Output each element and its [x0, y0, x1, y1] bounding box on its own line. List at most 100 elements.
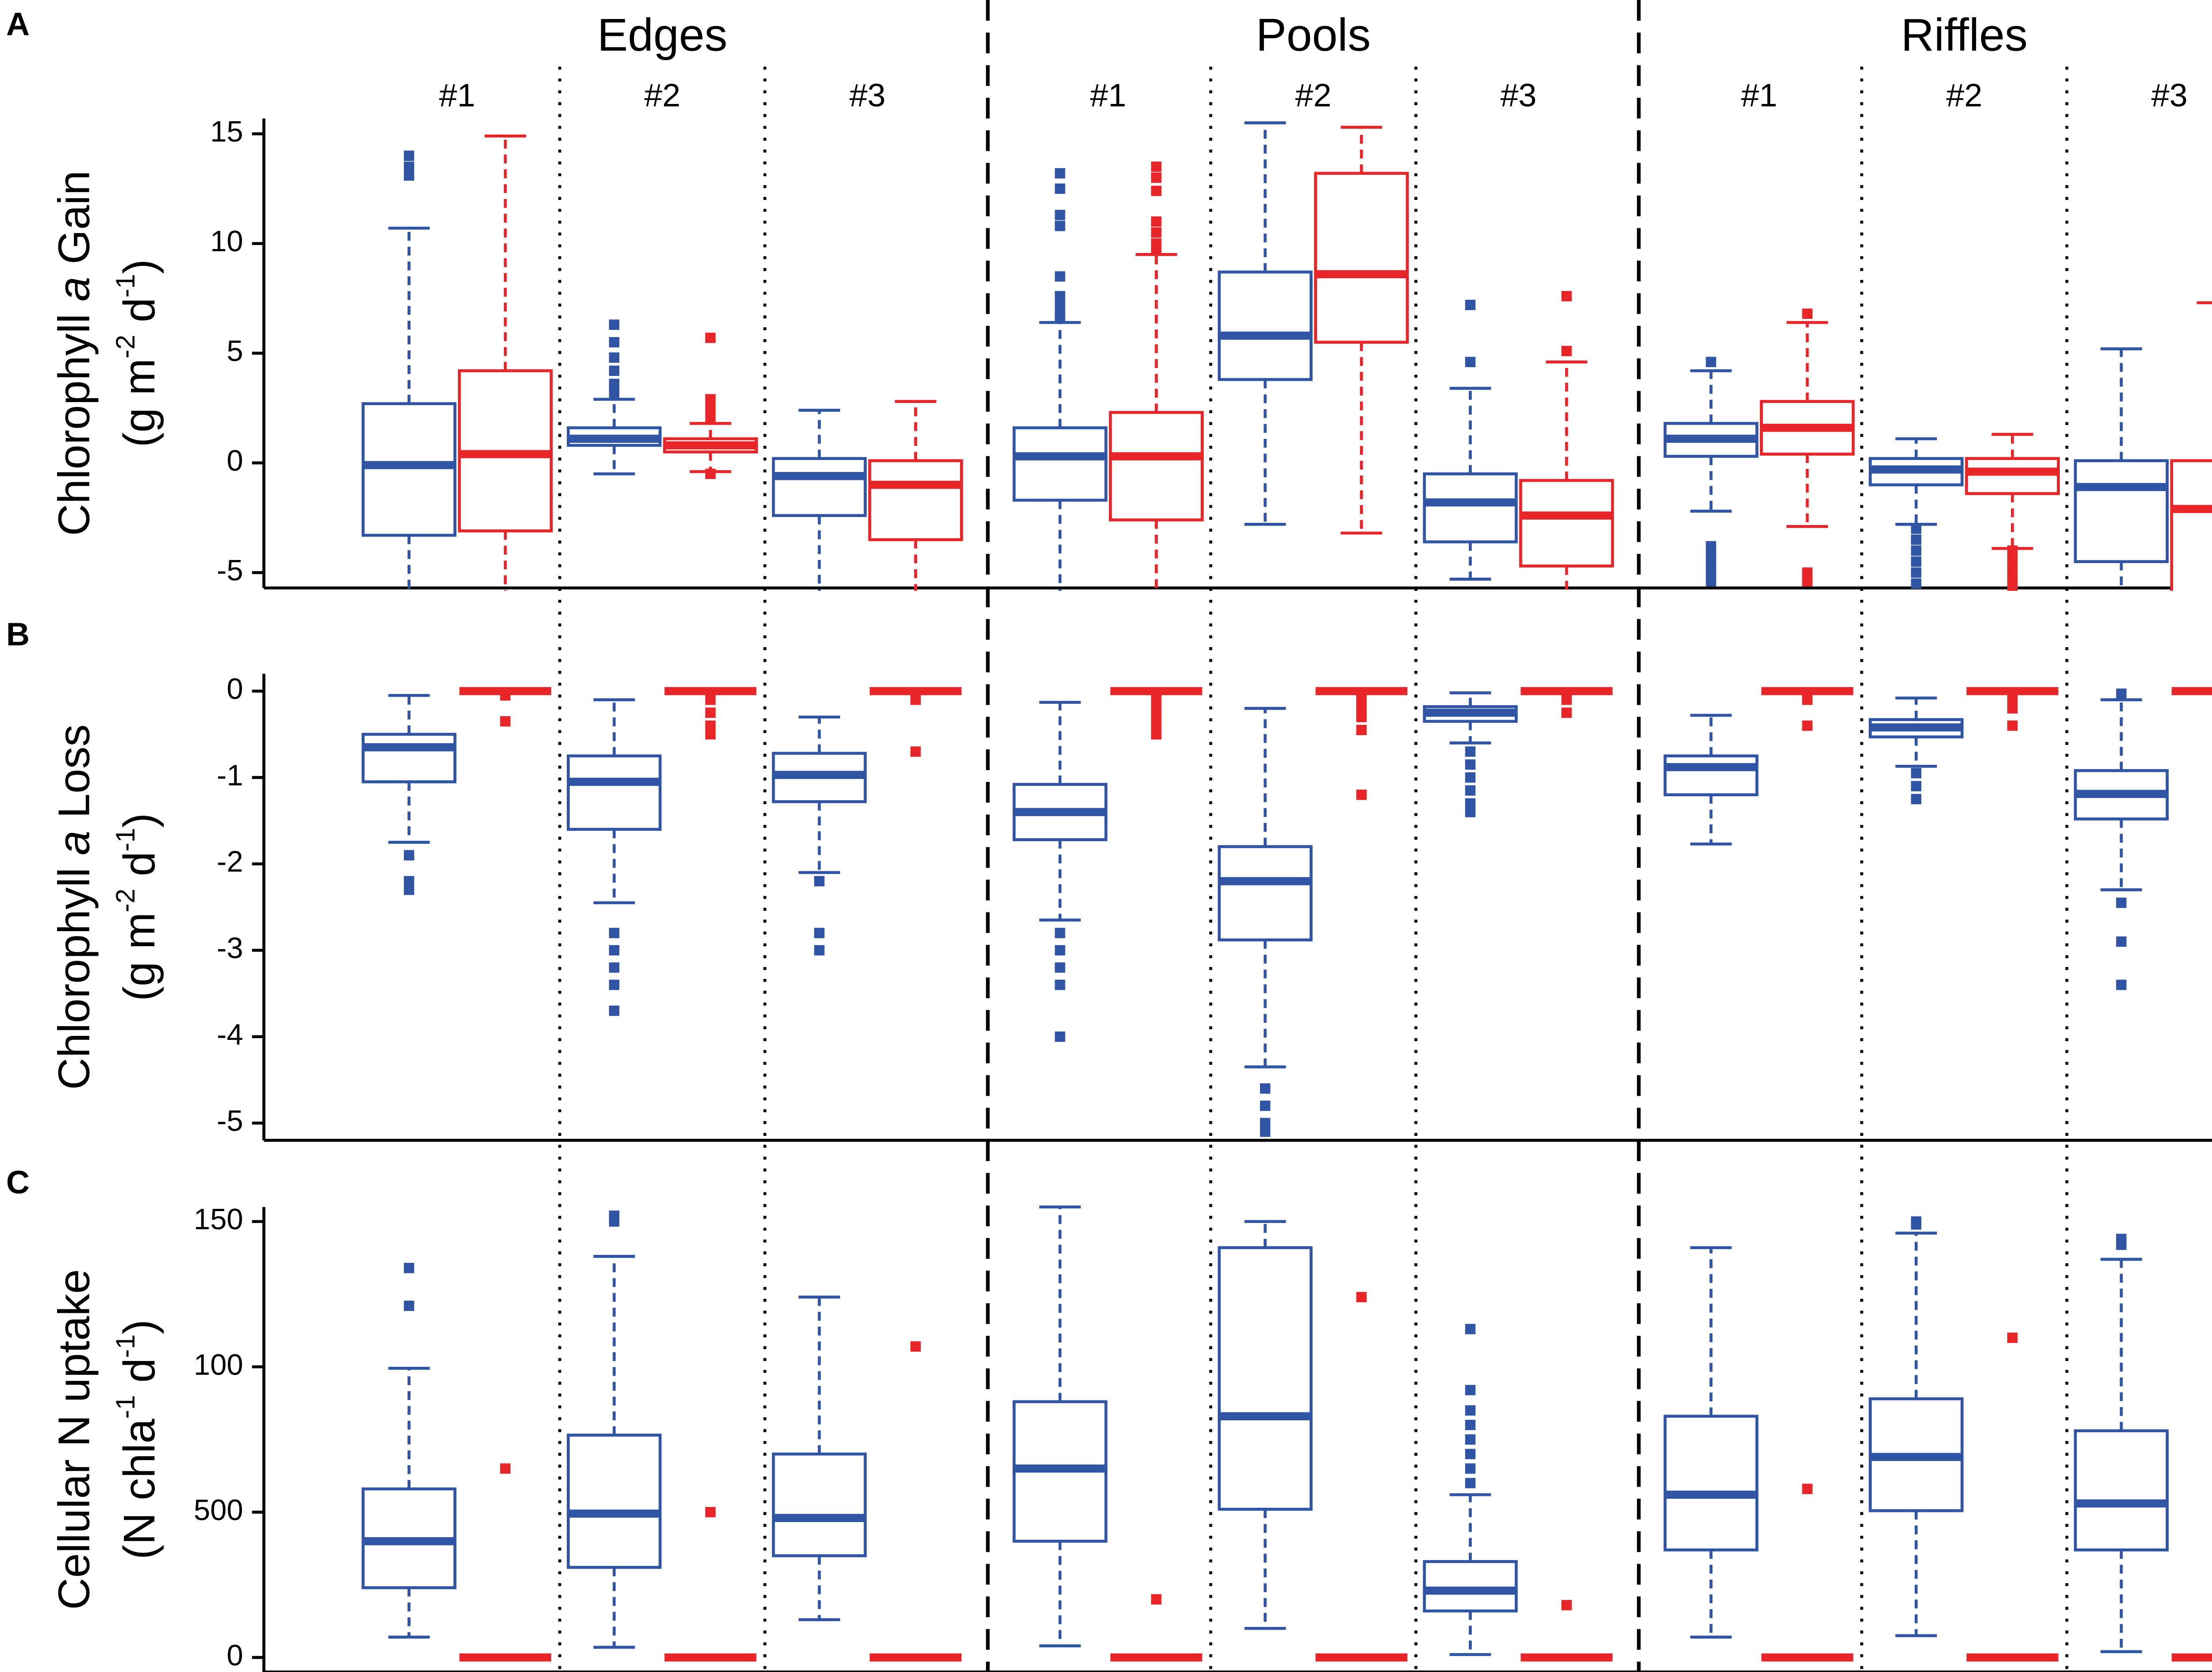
- outlier: [2007, 703, 2018, 714]
- box: [2170, 459, 2212, 591]
- outlier: [1705, 558, 1717, 569]
- outlier: [609, 319, 619, 330]
- y-axis-unit-part: -1: [110, 1395, 140, 1419]
- outlier: [1260, 1101, 1271, 1111]
- outlier: [1465, 1405, 1476, 1416]
- outlier: [1356, 712, 1367, 722]
- y-tick-label: 100: [194, 1348, 243, 1381]
- group-label: #3: [2151, 77, 2188, 113]
- outlier: [500, 690, 511, 701]
- outlier: [1465, 807, 1476, 817]
- y-axis-label-part: Loss: [49, 725, 99, 831]
- outlier: [403, 161, 415, 172]
- outlier: [705, 729, 716, 740]
- outlier: [1465, 1384, 1476, 1396]
- outlier: [1356, 1292, 1367, 1303]
- panel-letter: A: [6, 6, 30, 42]
- outlier: [910, 1341, 921, 1352]
- outlier: [1055, 928, 1065, 939]
- box: [1109, 411, 1204, 522]
- outlier: [609, 1210, 619, 1221]
- outlier: [1151, 1594, 1162, 1605]
- outlier: [1911, 567, 1921, 578]
- y-axis-unit-part: -1: [110, 274, 140, 298]
- outlier: [1911, 1216, 1921, 1227]
- y-axis-unit-part: (g m: [114, 912, 164, 1001]
- outlier: [2116, 936, 2127, 947]
- y-axis-label-part: Gain: [49, 170, 99, 276]
- outlier: [1911, 534, 1921, 545]
- y-tick-label: 150: [194, 1203, 243, 1236]
- site-label: Riffles: [1901, 9, 2028, 60]
- y-axis-label-part: Chlorophyll: [49, 855, 99, 1089]
- outlier: [1561, 694, 1572, 705]
- outlier: [705, 333, 716, 343]
- outlier: [1151, 227, 1162, 238]
- outlier: [1465, 1323, 1476, 1335]
- outlier: [403, 850, 415, 861]
- outlier: [814, 876, 825, 886]
- site-label: Pools: [1256, 9, 1371, 60]
- outlier: [1465, 759, 1476, 770]
- outlier: [1055, 183, 1065, 194]
- y-axis-label-part: Cellular N uptake: [49, 1269, 99, 1610]
- outlier: [1055, 299, 1065, 311]
- box: [1217, 270, 1313, 381]
- outlier: [1911, 578, 1921, 589]
- outlier: [1802, 567, 1813, 578]
- y-axis-label-part: a: [49, 831, 99, 855]
- box: [361, 402, 457, 537]
- outlier: [1561, 707, 1572, 718]
- y-axis-label: Chlorophyll a Gain: [49, 170, 99, 536]
- box: [1217, 1246, 1313, 1511]
- group-label: #1: [1090, 77, 1126, 113]
- outlier: [1465, 1419, 1476, 1430]
- outlier: [1151, 185, 1162, 196]
- outlier: [1055, 221, 1065, 231]
- outlier: [1260, 1083, 1271, 1094]
- y-tick-label: -5: [217, 1104, 243, 1138]
- y-tick-label: 0: [227, 672, 243, 706]
- outlier: [814, 945, 825, 956]
- y-axis-label: Chlorophyll a Loss: [49, 725, 99, 1090]
- y-axis-label-part: Chlorophyll: [49, 301, 99, 536]
- outlier: [1705, 550, 1717, 560]
- outlier: [500, 716, 511, 727]
- group-label: #2: [1295, 77, 1332, 113]
- outlier: [1802, 694, 1813, 705]
- outlier: [2007, 720, 2018, 731]
- y-axis-unit: (g m-2 d-1): [110, 259, 164, 447]
- y-axis-unit-part: d: [114, 298, 164, 335]
- y-tick-label: 15: [210, 115, 243, 148]
- outlier: [1911, 556, 1921, 567]
- outlier: [1465, 798, 1476, 809]
- box: [1012, 426, 1108, 502]
- box: [1965, 457, 2060, 495]
- outlier: [403, 1262, 415, 1273]
- outlier: [1465, 785, 1476, 796]
- outlier: [705, 411, 716, 422]
- box: [567, 1434, 662, 1569]
- outlier: [403, 1300, 415, 1311]
- outlier: [1561, 1600, 1572, 1611]
- outlier: [1705, 541, 1717, 552]
- outlier: [705, 468, 716, 479]
- outlier: [1356, 703, 1367, 714]
- box: [2074, 459, 2169, 564]
- box: [2074, 1429, 2169, 1552]
- outlier: [1911, 768, 1921, 778]
- outlier: [609, 387, 619, 398]
- outlier: [500, 1463, 511, 1474]
- plot-area: [361, 121, 2212, 591]
- outlier: [609, 365, 619, 376]
- outlier: [1465, 1463, 1476, 1474]
- outlier: [1465, 746, 1476, 757]
- outlier: [1055, 979, 1065, 990]
- outlier: [1260, 1126, 1271, 1137]
- group-label: #3: [849, 77, 886, 113]
- outlier: [1356, 725, 1367, 736]
- outlier: [1055, 210, 1065, 220]
- box: [1519, 479, 1614, 568]
- box: [1663, 1415, 1759, 1552]
- outlier: [1465, 772, 1476, 783]
